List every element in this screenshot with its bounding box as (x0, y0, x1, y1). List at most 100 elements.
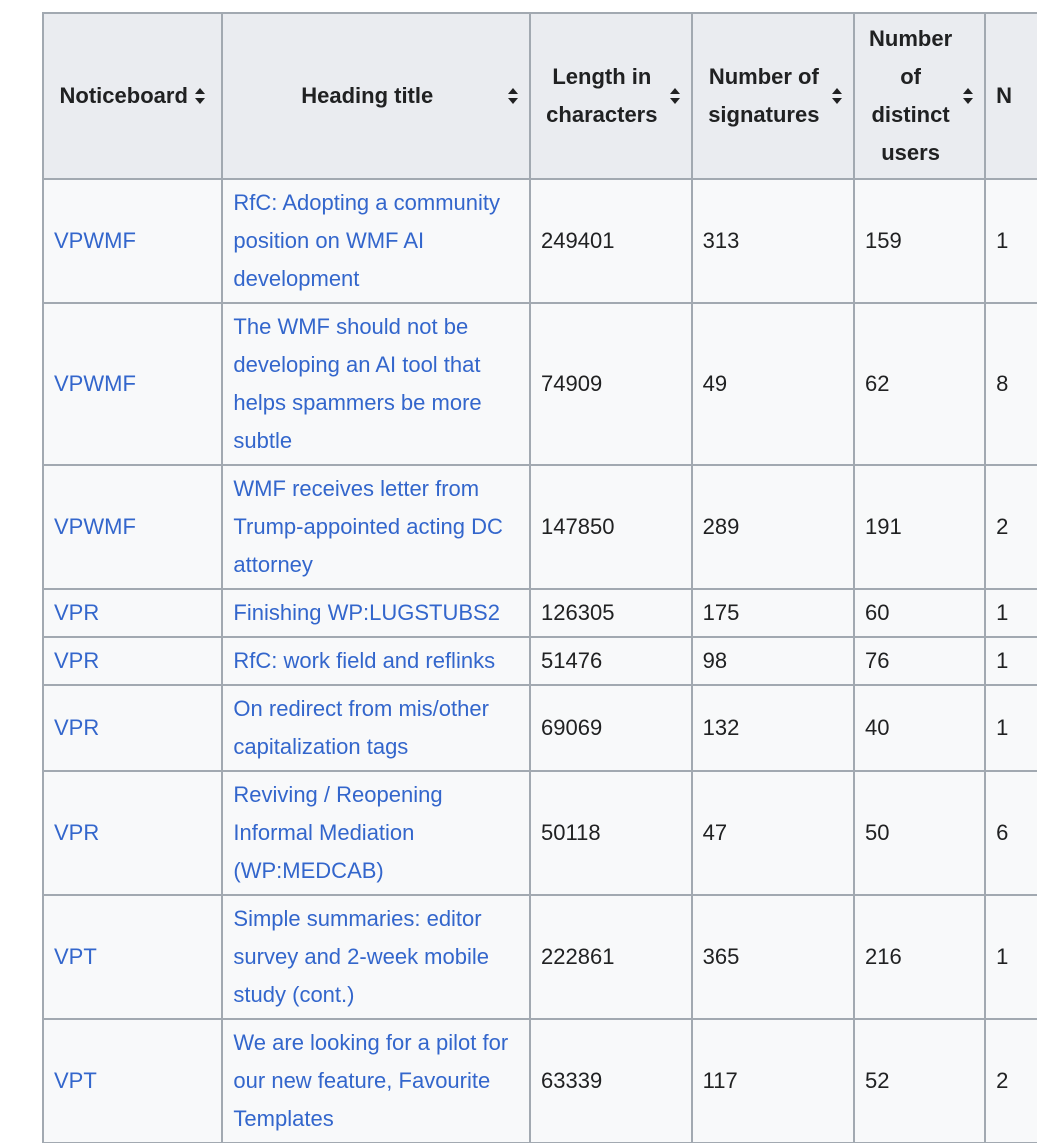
cell-heading-title[interactable]: RfC: Adopting a community position on WM… (221, 178, 532, 304)
cell-heading-title[interactable]: Finishing WP:LUGSTUBS2 (221, 588, 532, 638)
cell-length: 147850 (529, 464, 693, 590)
cell-noticeboard[interactable]: VPR (42, 588, 224, 638)
column-header-label: Number of distinct users (869, 26, 953, 165)
cell-truncated: 2 (984, 1018, 1037, 1143)
cell-length: 50118 (529, 770, 693, 896)
table-row: VPWMF The WMF should not be developing a… (42, 302, 1037, 466)
cell-truncated: 1 (984, 636, 1037, 686)
cell-truncated: 1 (984, 588, 1037, 638)
column-header-distinct-users[interactable]: Number of distinct users (853, 12, 987, 180)
table-row: VPT We are looking for a pilot for our n… (42, 1018, 1037, 1143)
noticeboard-link[interactable]: VPWMF (54, 228, 136, 253)
heading-title-link[interactable]: We are looking for a pilot for our new f… (233, 1030, 509, 1131)
cell-length: 249401 (529, 178, 693, 304)
cell-noticeboard[interactable]: VPWMF (42, 302, 224, 466)
cell-noticeboard[interactable]: VPWMF (42, 178, 224, 304)
cell-distinct-users: 40 (853, 684, 987, 772)
cell-signatures: 175 (690, 588, 856, 638)
cell-truncated: 6 (984, 770, 1037, 896)
cell-noticeboard[interactable]: VPT (42, 1018, 224, 1143)
cell-signatures: 49 (690, 302, 856, 466)
column-header-truncated[interactable]: N (984, 12, 1037, 180)
noticeboard-link[interactable]: VPWMF (54, 371, 136, 396)
cell-heading-title[interactable]: RfC: work field and reflinks (221, 636, 532, 686)
noticeboard-link[interactable]: VPT (54, 944, 97, 969)
cell-heading-title[interactable]: WMF receives letter from Trump-appointed… (221, 464, 532, 590)
column-header-label: Number of signatures (708, 64, 820, 127)
cell-truncated: 1 (984, 684, 1037, 772)
cell-distinct-users: 76 (853, 636, 987, 686)
cell-truncated: 8 (984, 302, 1037, 466)
cell-noticeboard[interactable]: VPT (42, 894, 224, 1020)
cell-signatures: 313 (690, 178, 856, 304)
sort-icon[interactable] (194, 86, 206, 106)
sort-icon[interactable] (507, 86, 519, 106)
cell-distinct-users: 159 (853, 178, 987, 304)
column-header-heading-title[interactable]: Heading title (221, 12, 532, 180)
discussion-stats-table: Noticeboard Heading title Length in char… (42, 12, 1037, 1143)
cell-signatures: 117 (690, 1018, 856, 1143)
cell-distinct-users: 216 (853, 894, 987, 1020)
heading-title-link[interactable]: Reviving / Reopening Informal Mediation … (233, 782, 443, 883)
heading-title-link[interactable]: WMF receives letter from Trump-appointed… (233, 476, 503, 577)
column-header-length[interactable]: Length in characters (529, 12, 693, 180)
column-header-label: Noticeboard (59, 83, 188, 108)
cell-length: 63339 (529, 1018, 693, 1143)
cell-length: 222861 (529, 894, 693, 1020)
noticeboard-link[interactable]: VPWMF (54, 514, 136, 539)
cell-signatures: 98 (690, 636, 856, 686)
heading-title-link[interactable]: Finishing WP:LUGSTUBS2 (233, 600, 500, 625)
column-header-label: Length in characters (546, 64, 658, 127)
column-header-label: N (996, 83, 1013, 108)
cell-heading-title[interactable]: We are looking for a pilot for our new f… (221, 1018, 532, 1143)
sort-icon[interactable] (669, 86, 681, 106)
heading-title-link[interactable]: The WMF should not be developing an AI t… (233, 314, 482, 453)
cell-noticeboard[interactable]: VPR (42, 684, 224, 772)
header-row: Noticeboard Heading title Length in char… (42, 12, 1037, 180)
heading-title-link[interactable]: On redirect from mis/other capitalizatio… (233, 696, 489, 759)
cell-signatures: 47 (690, 770, 856, 896)
heading-title-link[interactable]: Simple summaries: editor survey and 2-we… (233, 906, 489, 1007)
cell-heading-title[interactable]: The WMF should not be developing an AI t… (221, 302, 532, 466)
cell-distinct-users: 191 (853, 464, 987, 590)
table-row: VPR RfC: work field and reflinks 51476 9… (42, 636, 1037, 686)
cell-distinct-users: 60 (853, 588, 987, 638)
table-row: VPT Simple summaries: editor survey and … (42, 894, 1037, 1020)
cell-noticeboard[interactable]: VPWMF (42, 464, 224, 590)
cell-heading-title[interactable]: On redirect from mis/other capitalizatio… (221, 684, 532, 772)
cell-length: 74909 (529, 302, 693, 466)
cell-signatures: 365 (690, 894, 856, 1020)
table-row: VPWMF RfC: Adopting a community position… (42, 178, 1037, 304)
cell-distinct-users: 52 (853, 1018, 987, 1143)
noticeboard-link[interactable]: VPR (54, 820, 100, 845)
cell-distinct-users: 50 (853, 770, 987, 896)
column-header-signatures[interactable]: Number of signatures (690, 12, 856, 180)
cell-noticeboard[interactable]: VPR (42, 636, 224, 686)
cell-heading-title[interactable]: Reviving / Reopening Informal Mediation … (221, 770, 532, 896)
cell-length: 51476 (529, 636, 693, 686)
cell-signatures: 289 (690, 464, 856, 590)
table-row: VPR On redirect from mis/other capitaliz… (42, 684, 1037, 772)
table-row: VPR Reviving / Reopening Informal Mediat… (42, 770, 1037, 896)
noticeboard-link[interactable]: VPR (54, 648, 100, 673)
table-row: VPWMF WMF receives letter from Trump-app… (42, 464, 1037, 590)
noticeboard-link[interactable]: VPR (54, 600, 100, 625)
noticeboard-link[interactable]: VPT (54, 1068, 97, 1093)
sort-icon[interactable] (962, 86, 974, 106)
table-container: Noticeboard Heading title Length in char… (42, 12, 1037, 1143)
table-row: VPR Finishing WP:LUGSTUBS2 126305 175 60… (42, 588, 1037, 638)
cell-signatures: 132 (690, 684, 856, 772)
column-header-label: Heading title (301, 83, 434, 108)
cell-length: 69069 (529, 684, 693, 772)
cell-heading-title[interactable]: Simple summaries: editor survey and 2-we… (221, 894, 532, 1020)
cell-noticeboard[interactable]: VPR (42, 770, 224, 896)
noticeboard-link[interactable]: VPR (54, 715, 100, 740)
column-header-noticeboard[interactable]: Noticeboard (42, 12, 224, 180)
cell-truncated: 1 (984, 178, 1037, 304)
cell-distinct-users: 62 (853, 302, 987, 466)
heading-title-link[interactable]: RfC: Adopting a community position on WM… (233, 190, 500, 291)
heading-title-link[interactable]: RfC: work field and reflinks (233, 648, 496, 673)
cell-truncated: 2 (984, 464, 1037, 590)
sort-icon[interactable] (831, 86, 843, 106)
cell-length: 126305 (529, 588, 693, 638)
